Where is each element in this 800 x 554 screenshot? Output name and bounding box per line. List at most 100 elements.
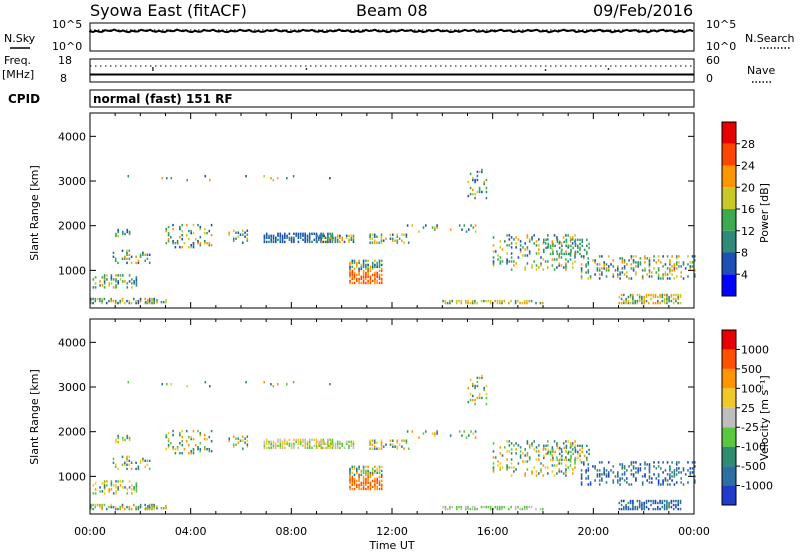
range-gate-cell (666, 473, 669, 476)
range-gate-cell (653, 461, 655, 464)
range-gate-cell (308, 238, 311, 241)
range-gate-cell (365, 487, 367, 491)
range-gate-cell (360, 277, 363, 281)
range-gate-cell (680, 271, 682, 274)
range-gate-cell (463, 224, 466, 227)
range-gate-cell (499, 505, 501, 509)
range-gate-cell (605, 269, 608, 272)
range-gate-cell (293, 240, 295, 244)
range-gate-cell (543, 454, 545, 458)
range-gate-cell (396, 441, 399, 444)
range-gate-cell (662, 461, 664, 464)
range-gate-cell (605, 267, 608, 270)
range-gate-cell (623, 259, 626, 262)
range-gate-cell (603, 473, 605, 476)
range-gate-cell (210, 244, 213, 247)
range-gate-cell (128, 459, 131, 462)
range-gate-cell (103, 276, 106, 279)
range-gate-cell (508, 466, 511, 469)
range-gate-cell (632, 261, 635, 264)
range-gate-cell (293, 438, 295, 441)
range-gate-cell (332, 236, 334, 239)
range-gate-cell (540, 262, 542, 265)
range-gate-cell (374, 273, 376, 277)
range-gate-cell (188, 435, 190, 439)
range-gate-cell (528, 458, 531, 461)
range-gate-cell (574, 448, 577, 452)
range-gate-cell (598, 273, 601, 276)
range-gate-cell (569, 460, 572, 463)
range-gate-cell (497, 254, 499, 257)
range-gate-cell (545, 238, 547, 241)
range-gate-cell (352, 444, 355, 447)
range-gate-cell (119, 299, 121, 303)
range-gate-cell (603, 471, 605, 474)
range-gate-cell (632, 461, 635, 464)
range-gate-cell (369, 443, 371, 446)
range-gate-cell (327, 240, 329, 244)
range-gate-cell (148, 297, 151, 301)
range-gate-cell (565, 444, 568, 447)
range-gate-cell (315, 438, 318, 441)
range-gate-cell (425, 430, 427, 433)
range-gate-cell (587, 463, 590, 466)
range-gate-cell (574, 244, 577, 248)
range-gate-cell (638, 501, 641, 505)
range-gate-cell (434, 226, 436, 229)
range-gate-cell (657, 473, 660, 476)
range-gate-cell (199, 244, 202, 247)
range-gate-cell (467, 180, 470, 184)
range-gate-cell (669, 263, 671, 266)
range-gate-cell (551, 248, 554, 251)
range-gate-cell (682, 277, 685, 280)
range-gate-cell (671, 461, 673, 464)
range-gate-cell (112, 484, 115, 487)
range-gate-cell (311, 438, 313, 441)
range-gate-cell (339, 440, 341, 443)
range-gate-cell (389, 233, 392, 236)
range-gate-cell (128, 232, 131, 236)
range-gate-cell (677, 499, 679, 503)
range-gate-cell (579, 458, 581, 462)
range-gate-cell (603, 265, 605, 268)
range-gate-cell (126, 488, 129, 491)
range-gate-cell (371, 237, 374, 240)
range-gate-cell (514, 505, 517, 509)
range-gate-cell (619, 477, 621, 480)
range-gate-cell (663, 297, 666, 301)
range-gate-cell (122, 436, 124, 440)
range-gate-cell (673, 471, 676, 474)
range-gate-cell (580, 255, 583, 258)
range-gate-cell (657, 479, 660, 482)
range-gate-cell (619, 271, 621, 274)
range-gate-cell (144, 507, 147, 510)
range-gate-cell (569, 258, 572, 261)
range-gate-cell (358, 467, 360, 471)
range-gate-cell (621, 473, 624, 476)
range-gate-cell (521, 507, 524, 511)
range-gate-cell (345, 440, 348, 443)
range-gate-cell (648, 465, 651, 468)
range-gate-cell (156, 299, 158, 302)
range-gate-cell (485, 392, 488, 396)
range-gate-cell (204, 227, 206, 231)
range-gate-cell (99, 280, 101, 283)
range-gate-cell (378, 471, 381, 475)
range-gate-cell (535, 458, 538, 461)
range-gate-cell (620, 507, 623, 511)
range-gate-cell (128, 299, 131, 303)
range-gate-cell (237, 231, 240, 234)
range-gate-cell (567, 458, 570, 462)
range-gate-cell (121, 257, 124, 260)
range-gate-cell (641, 301, 643, 305)
range-gate-cell (673, 473, 676, 476)
range-gate-cell (101, 505, 103, 509)
range-gate-cell (351, 487, 354, 491)
range-gate-cell (126, 249, 128, 252)
range-gate-cell (632, 299, 634, 303)
range-gate-cell (348, 238, 350, 241)
range-gate-cell (99, 505, 101, 509)
range-gate-cell (353, 281, 356, 285)
range-gate-cell (664, 469, 667, 472)
